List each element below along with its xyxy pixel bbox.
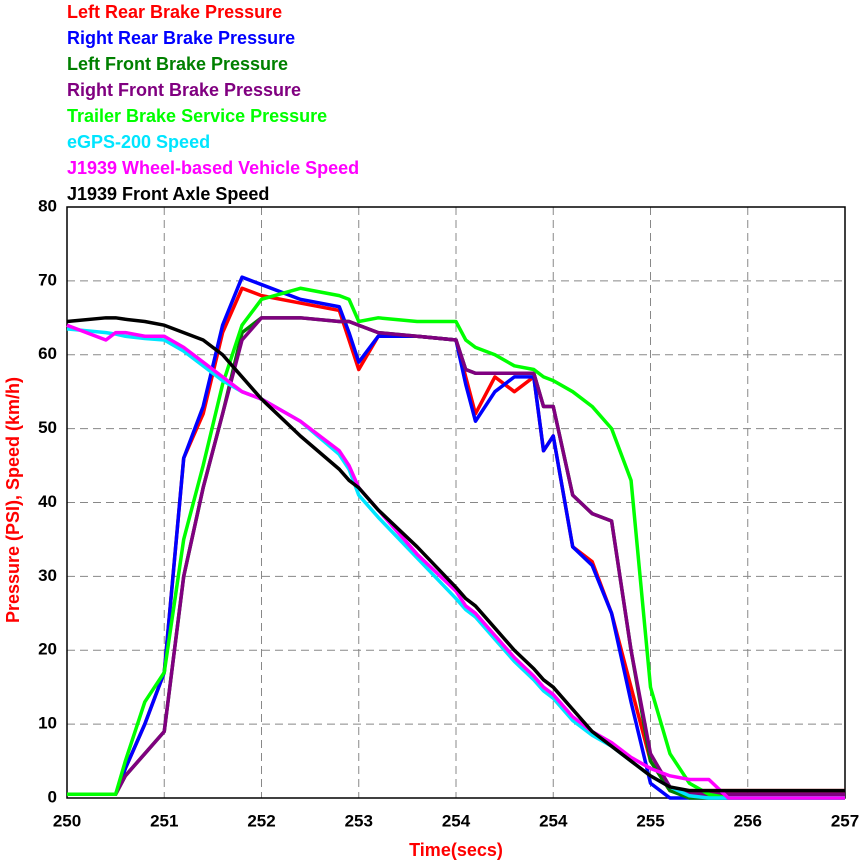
legend-entry: Left Rear Brake Pressure [67,2,282,22]
x-tick-label: 252 [247,811,275,830]
x-tick-label: 253 [345,811,373,830]
plot-frame [66,206,846,799]
series-line [66,316,845,793]
y-tick-label: 60 [38,344,57,363]
x-tick-label: 256 [734,811,762,830]
legend-entry: J1939 Front Axle Speed [67,184,269,204]
y-tick-label: 70 [38,270,57,289]
series-line [67,286,845,800]
x-tick-label: 257 [831,811,859,830]
x-tick-label: 251 [150,811,178,830]
y-tick-label: 30 [38,566,57,585]
series-line [66,323,845,800]
legend-entry: J1939 Wheel-based Vehicle Speed [67,158,359,178]
y-tick-label: 80 [38,196,57,215]
x-axis-label: Time(secs) [409,840,503,860]
legend-entry: eGPS-200 Speed [67,132,210,152]
x-tick-label: 254 [539,811,568,830]
x-tick-label: 255 [636,811,664,830]
x-tick-label: 250 [53,811,81,830]
y-tick-label: 20 [38,640,57,659]
series-line [67,275,845,800]
legend-entry: Right Front Brake Pressure [67,80,301,100]
y-axis-label: Pressure (PSI), Speed (km/h) [3,377,23,623]
y-tick-label: 10 [38,714,57,733]
y-tick-label: 40 [38,492,57,511]
y-tick-label: 0 [48,787,57,806]
legend-entry: Left Front Brake Pressure [67,54,288,74]
x-tick-label: 254 [442,811,471,830]
y-tick-label: 50 [38,418,57,437]
legend-entry: Trailer Brake Service Pressure [67,106,327,126]
legend-entry: Right Rear Brake Pressure [67,28,295,48]
